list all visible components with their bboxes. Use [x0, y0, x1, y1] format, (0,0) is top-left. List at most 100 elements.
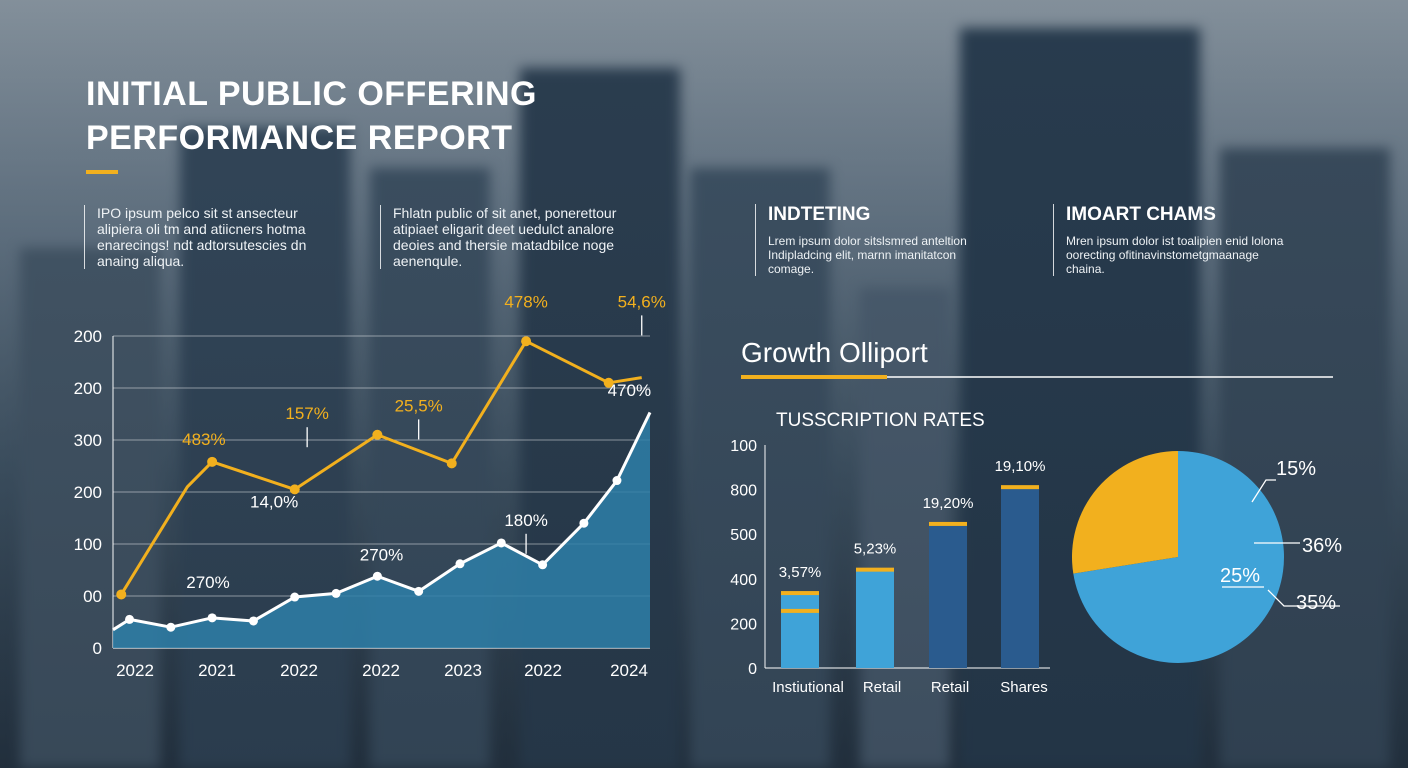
growth-title: Growth Olliport — [741, 337, 928, 368]
bar — [929, 525, 967, 668]
white-series-point — [414, 586, 424, 596]
bar-data-label: 3,57% — [779, 564, 822, 581]
gold-series-point — [116, 589, 127, 600]
y-tick-label: 500 — [730, 527, 757, 544]
category-label: Retail — [863, 679, 901, 696]
white-series-point — [538, 560, 548, 570]
title-accent-bar — [86, 170, 118, 174]
pie-callout-leader — [1267, 589, 1340, 607]
bar-cap — [929, 521, 967, 526]
pie-slice — [1073, 451, 1284, 663]
note-line: deoies and thersie matadbilce noge — [393, 237, 615, 253]
white-series-point — [455, 559, 465, 569]
white-series-point — [290, 592, 300, 602]
white-series-point — [612, 476, 622, 486]
title-line-2: PERFORMANCE REPORT — [86, 119, 513, 157]
growth-accent-bar — [741, 375, 887, 379]
data-label: 54,6% — [618, 292, 666, 311]
note-line: chaina. — [1066, 262, 1105, 276]
x-tick-label: 2022 — [524, 661, 562, 680]
gold-series-point — [603, 377, 614, 388]
white-series-point — [579, 518, 589, 528]
pie-slice — [1072, 451, 1178, 574]
note-line: IPO ipsum pelco sit st ansecteur — [97, 205, 298, 221]
y-tick-label: 200 — [74, 327, 102, 346]
white-series-area — [113, 412, 650, 648]
data-label: 14,0% — [250, 493, 298, 512]
bar-cap — [856, 567, 894, 572]
note-line: Mren ipsum dolor ist toalipien enid lolo… — [1066, 234, 1284, 248]
data-label: 25,5% — [395, 396, 443, 415]
white-series-point — [496, 538, 506, 548]
background-building — [370, 168, 490, 768]
data-label: 270% — [186, 573, 229, 592]
note-line: Lrem ipsum dolor sitslsmred anteltion — [768, 234, 967, 248]
x-tick-label: 2021 — [198, 661, 236, 680]
data-label: 180% — [504, 511, 547, 530]
category-label: Instiutional — [772, 679, 844, 696]
y-tick-label: 400 — [730, 572, 757, 589]
intro-note-2: Fhlatn public of sit anet, ponerettour a… — [380, 205, 663, 269]
imoart-chams-note: IMOART CHAMS Mren ipsum dolor ist toalip… — [1053, 204, 1336, 276]
data-label: 270% — [360, 546, 403, 565]
note-line: Indipladcing elit, marnn imanitatcon — [768, 248, 957, 262]
y-tick-label: 200 — [74, 379, 102, 398]
gold-series-point — [446, 458, 457, 469]
gold-series-point — [521, 336, 532, 347]
white-series-point — [248, 616, 258, 626]
note-heading: INDTETING — [768, 204, 871, 225]
bar-data-label: 19,10% — [995, 458, 1046, 475]
bar-data-label: 19,20% — [923, 495, 974, 512]
white-series-point — [207, 613, 217, 623]
report-title: INITIAL PUBLIC OFFERING PERFORMANCE REPO… — [86, 72, 537, 160]
bar-cap — [1001, 485, 1039, 490]
y-tick-label: 100 — [730, 438, 757, 455]
note-line: enarecings! ndt adtorsutescies dn — [97, 237, 307, 253]
x-tick-label: 2024 — [610, 661, 648, 680]
pie-callout-label: 36% — [1302, 535, 1342, 557]
data-label: 483% — [182, 430, 225, 449]
x-tick-label: 2022 — [362, 661, 400, 680]
bar-cap — [781, 591, 819, 596]
y-tick-label: 0 — [748, 661, 757, 678]
background-building — [1220, 148, 1390, 768]
note-line: atipiaet eligarit deet uedulct analore — [393, 221, 615, 237]
background-building — [520, 68, 680, 768]
background-building — [20, 248, 160, 768]
y-tick-label: 100 — [74, 535, 102, 554]
data-label: 470% — [608, 381, 651, 400]
bar-cap — [781, 608, 819, 613]
white-series-point — [166, 622, 176, 632]
note-line: oorecting ofitinavinstometgmaanage — [1066, 248, 1259, 262]
title-line-1: INITIAL PUBLIC OFFERING — [86, 75, 537, 113]
y-tick-label: 300 — [74, 431, 102, 450]
x-tick-label: 2022 — [280, 661, 318, 680]
category-label: Retail — [931, 679, 969, 696]
note-heading: IMOART CHAMS — [1066, 204, 1216, 225]
pie-callout-leader — [1251, 479, 1276, 503]
white-series-point — [125, 614, 135, 624]
pie-callout-label: 15% — [1276, 458, 1316, 480]
data-label: 157% — [285, 404, 328, 423]
bar — [781, 593, 819, 668]
note-line: aenenqule. — [393, 253, 463, 269]
indteting-note: INDTETING Lrem ipsum dolor sitslsmred an… — [755, 204, 1023, 276]
y-tick-label: 200 — [730, 616, 757, 633]
bar — [856, 568, 894, 668]
note-line: alipiera oli tm and atiicners hotma — [97, 221, 306, 237]
y-tick-label: 00 — [83, 587, 102, 606]
bar — [1001, 487, 1039, 668]
white-series-point — [372, 571, 382, 581]
y-tick-label: 200 — [74, 483, 102, 502]
intro-note-1: IPO ipsum pelco sit st ansecteur alipier… — [84, 205, 367, 269]
x-tick-label: 2023 — [444, 661, 482, 680]
background-building — [180, 128, 350, 768]
gold-series-point — [207, 456, 218, 467]
x-tick-label: 2022 — [116, 661, 154, 680]
note-line: comage. — [768, 262, 815, 276]
subscription-rates-title: TUSSCRIPTION RATES — [776, 410, 985, 431]
